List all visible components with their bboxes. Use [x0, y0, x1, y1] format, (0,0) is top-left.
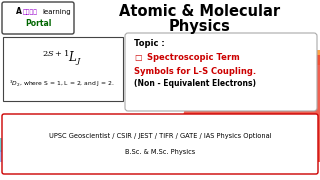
- Polygon shape: [210, 50, 320, 65]
- FancyBboxPatch shape: [2, 2, 74, 34]
- Polygon shape: [0, 138, 230, 152]
- Text: UPSC Geoscientist / CSIR / JEST / TIFR / GATE / IAS Physics Optional: UPSC Geoscientist / CSIR / JEST / TIFR /…: [49, 133, 271, 139]
- Polygon shape: [170, 55, 320, 162]
- Text: Spectroscopic Term: Spectroscopic Term: [147, 53, 240, 62]
- Polygon shape: [0, 150, 195, 162]
- FancyBboxPatch shape: [3, 37, 123, 101]
- FancyBboxPatch shape: [125, 33, 317, 111]
- Text: B.Sc. & M.Sc. Physics: B.Sc. & M.Sc. Physics: [125, 149, 195, 155]
- Text: Symbols for L-S Coupling.: Symbols for L-S Coupling.: [134, 66, 256, 75]
- Text: Topic :: Topic :: [134, 39, 165, 48]
- Text: Physics: Physics: [169, 19, 231, 33]
- Text: A: A: [16, 8, 22, 17]
- Text: (Non - Equivalent Electrons): (Non - Equivalent Electrons): [134, 80, 256, 89]
- Text: क्री: क्री: [23, 9, 38, 15]
- Text: ☐: ☐: [134, 53, 141, 62]
- Text: Portal: Portal: [25, 19, 51, 28]
- Text: $^{2S+1}L_J$: $^{2S+1}L_J$: [42, 48, 82, 68]
- FancyBboxPatch shape: [2, 114, 318, 174]
- Text: learning: learning: [42, 9, 71, 15]
- Text: $^{3}D_2$, where S = 1, L = 2, and J = 2.: $^{3}D_2$, where S = 1, L = 2, and J = 2…: [9, 79, 115, 89]
- Text: Atomic & Molecular: Atomic & Molecular: [119, 4, 281, 19]
